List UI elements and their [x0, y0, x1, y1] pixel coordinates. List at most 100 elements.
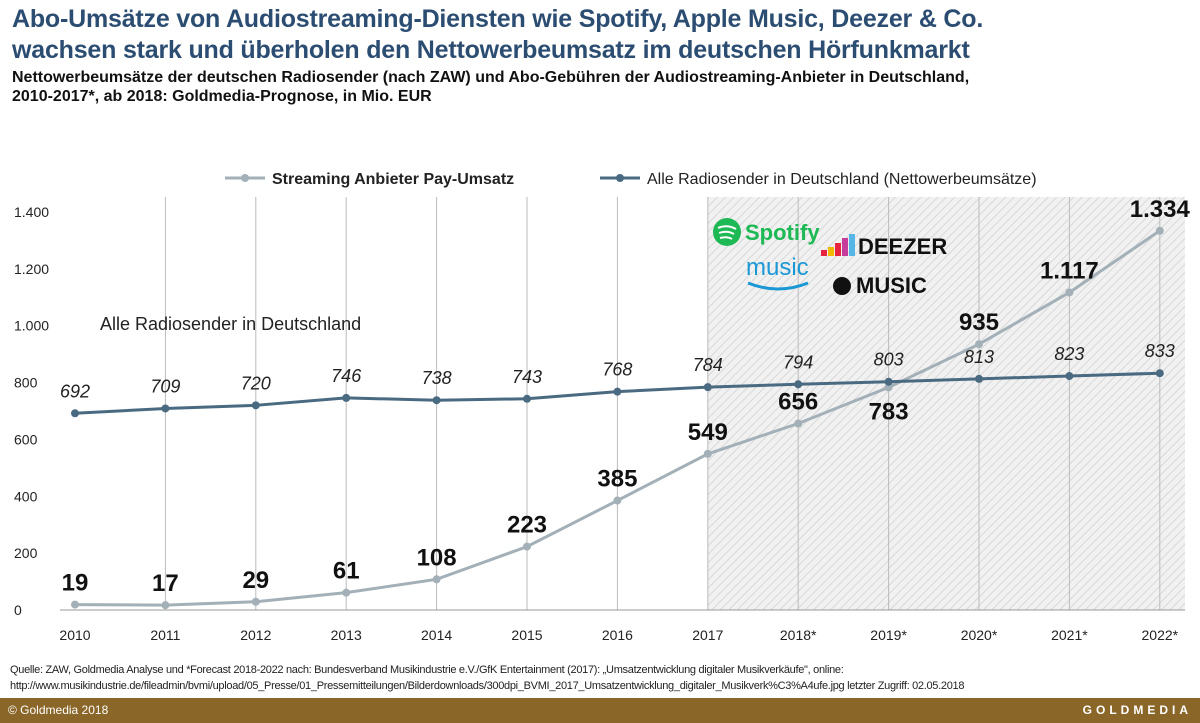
x-tick-label: 2020*: [961, 627, 998, 643]
radio-point: [161, 404, 170, 413]
y-tick-label: 0: [14, 602, 22, 618]
forecast-shaded-area: [707, 197, 1185, 610]
x-tick-label: 2017: [692, 627, 723, 643]
streaming-data-label: 223: [507, 512, 547, 539]
radio-data-label: 823: [1054, 344, 1084, 364]
radio-data-label: 813: [964, 347, 994, 367]
streaming-point: [975, 340, 983, 349]
streaming-point: [251, 597, 260, 606]
streaming-point: [1065, 288, 1074, 297]
legend-radio-label: Alle Radiosender in Deutschland (Nettowe…: [647, 171, 1037, 188]
legend-radio-marker: [616, 174, 624, 182]
radio-point: [342, 393, 351, 402]
radio-point: [432, 396, 441, 405]
streaming-point: [71, 600, 79, 609]
streaming-data-label: 549: [688, 419, 728, 446]
source-line-1: Quelle: ZAW, Goldmedia Analyse und *Fore…: [10, 664, 844, 676]
x-tick-label: 2015: [511, 627, 542, 643]
brand-logo: GOLDMEDIA: [1082, 703, 1192, 717]
radio-point: [1065, 372, 1074, 381]
subtitle-line-2: 2010-2017*, ab 2018: Goldmedia-Prognose,…: [12, 88, 432, 105]
y-tick-label: 600: [14, 431, 38, 447]
streaming-data-label: 1.334: [1130, 196, 1191, 223]
streaming-data-label: 1.117: [1040, 257, 1099, 284]
radio-point: [703, 383, 712, 392]
radio-data-label: 738: [422, 368, 452, 388]
title-line-2: wachsen stark und überholen den Nettower…: [12, 36, 970, 64]
x-tick-label: 2014: [421, 627, 452, 643]
radio-data-label: 746: [331, 366, 362, 386]
streaming-data-label: 656: [778, 389, 818, 416]
streaming-point: [703, 449, 712, 458]
radio-point: [523, 394, 531, 403]
x-tick-label: 2018*: [780, 627, 817, 643]
legend: Streaming Anbieter Pay-Umsatz Alle Radio…: [225, 171, 1037, 188]
streaming-data-label: 385: [597, 466, 637, 493]
y-tick-label: 1.200: [14, 261, 49, 277]
radio-data-label: 803: [874, 350, 904, 370]
x-tick-label: 2021*: [1051, 627, 1088, 643]
streaming-point: [432, 575, 441, 584]
radio-point: [794, 380, 803, 389]
deezer-logo-text: DEEZER: [858, 234, 947, 259]
radio-point: [975, 374, 983, 383]
y-tick-label: 400: [14, 488, 38, 504]
x-tick-label: 2016: [602, 627, 633, 643]
copyright: © Goldmedia 2018: [8, 703, 109, 717]
radio-annotation: Alle Radiosender in Deutschland: [100, 314, 361, 334]
streaming-point: [1155, 226, 1164, 235]
radio-data-label: 833: [1145, 341, 1175, 361]
radio-point: [884, 377, 893, 386]
radio-data-label: 709: [150, 376, 180, 396]
x-tick-label: 2012: [240, 627, 271, 643]
streaming-point: [884, 383, 893, 392]
source-line-2: http://www.musikindustrie.de/fileadmin/b…: [10, 680, 965, 692]
radio-point: [613, 387, 622, 396]
title-line-1: Abo-Umsätze von Audiostreaming-Diensten …: [12, 5, 984, 33]
spotify-waves-icon: [717, 225, 737, 240]
radio-data-label: 692: [60, 381, 90, 401]
streaming-data-label: 29: [242, 567, 269, 594]
amazon-music-logo-text: music: [746, 254, 809, 281]
streaming-data-label: 935: [959, 309, 999, 336]
x-tick-label: 2022*: [1142, 627, 1179, 643]
legend-streaming-marker: [241, 174, 249, 182]
radio-data-label: 794: [783, 352, 813, 372]
streaming-point: [523, 542, 531, 551]
radio-data-label: 743: [512, 367, 542, 387]
chart-subtitle: Nettowerbeumsätze der deutschen Radiosen…: [12, 68, 969, 106]
radio-data-label: 784: [693, 355, 723, 375]
streaming-point: [161, 601, 170, 610]
radio-point: [251, 401, 260, 410]
y-tick-label: 800: [14, 375, 38, 391]
radio-point: [71, 409, 79, 418]
deezer-icon: [821, 234, 855, 256]
footer-bar: © Goldmedia 2018 GOLDMEDIA: [0, 698, 1200, 723]
streaming-point: [794, 419, 803, 428]
radio-data-label: 768: [602, 360, 632, 380]
x-tick-label: 2019*: [870, 627, 907, 643]
streaming-data-label: 61: [333, 558, 360, 585]
spotify-logo-text: Spotify: [745, 220, 820, 245]
streaming-data-label: 783: [869, 398, 909, 425]
x-tick-label: 2011: [150, 627, 180, 643]
apple-icon: [833, 277, 851, 295]
source-note: Quelle: ZAW, Goldmedia Analyse und *Fore…: [10, 662, 964, 694]
x-tick-label: 2010: [59, 627, 90, 643]
chart-title: Abo-Umsätze von Audiostreaming-Diensten …: [12, 4, 983, 66]
y-tick-label: 200: [14, 545, 38, 561]
apple-music-logo-text: MUSIC: [856, 273, 927, 298]
streaming-logos: Spotify DEEZER music MUSIC: [713, 218, 947, 298]
streaming-point: [342, 588, 351, 597]
legend-streaming-label: Streaming Anbieter Pay-Umsatz: [272, 171, 514, 188]
x-tick-label: 2013: [331, 627, 362, 643]
radio-point: [1155, 369, 1164, 378]
amazon-smile-icon: [747, 281, 809, 291]
streaming-data-label: 108: [417, 544, 457, 571]
subtitle-line-1: Nettowerbeumsätze der deutschen Radiosen…: [12, 69, 970, 86]
line-chart: Streaming Anbieter Pay-Umsatz Alle Radio…: [14, 171, 1191, 643]
streaming-data-label: 19: [62, 570, 89, 597]
y-tick-label: 1.400: [14, 204, 49, 220]
radio-data-label: 720: [241, 373, 271, 393]
y-tick-label: 1.000: [14, 318, 49, 334]
